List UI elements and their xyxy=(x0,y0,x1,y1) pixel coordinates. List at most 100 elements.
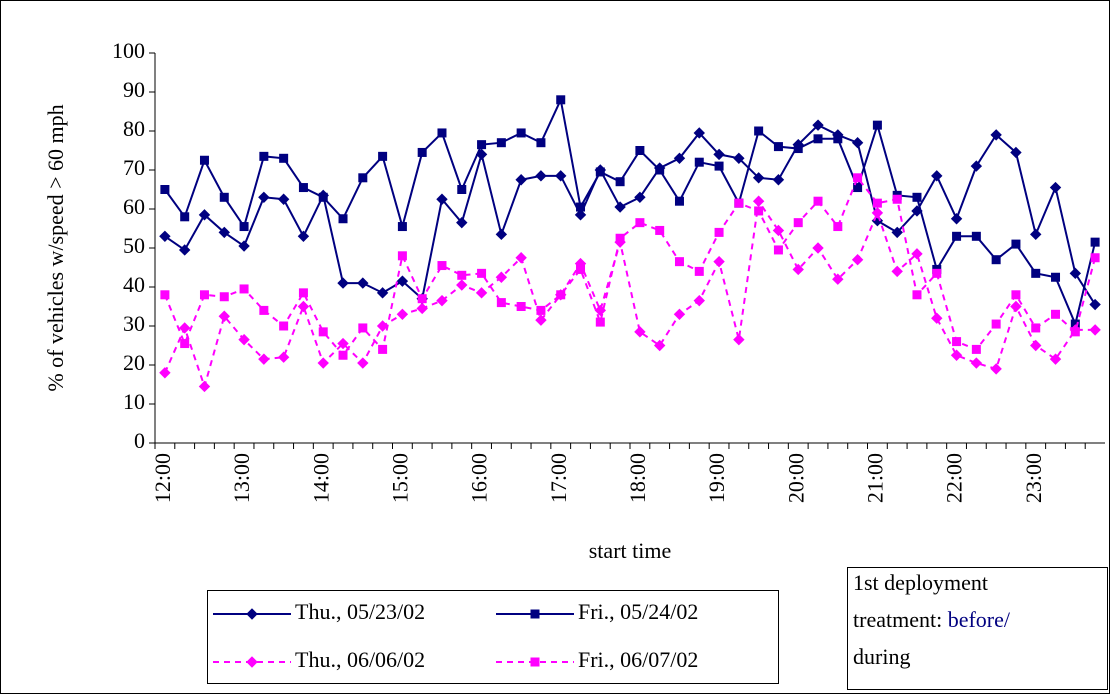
data-point xyxy=(437,128,447,138)
data-point xyxy=(456,279,468,291)
annotation: during xyxy=(853,644,910,669)
x-tick-label: 23:00 xyxy=(1021,453,1046,503)
data-point xyxy=(239,222,249,232)
data-point xyxy=(535,170,547,182)
data-point xyxy=(436,193,448,205)
data-point xyxy=(872,120,882,130)
data-point xyxy=(477,140,487,150)
data-point xyxy=(714,227,724,237)
data-point xyxy=(635,218,645,228)
x-tick-label: 20:00 xyxy=(783,453,808,503)
data-point xyxy=(891,265,903,278)
data-point xyxy=(635,146,645,155)
data-point xyxy=(218,226,230,239)
annotation: treatment: xyxy=(853,607,948,632)
data-point xyxy=(516,128,526,138)
legend-label: Fri., 06/07/02 xyxy=(578,647,698,672)
data-point xyxy=(279,321,289,331)
data-point xyxy=(555,170,567,182)
data-point xyxy=(515,174,527,186)
data-point xyxy=(437,261,447,271)
data-point xyxy=(990,363,1002,375)
data-point xyxy=(277,351,290,363)
data-point xyxy=(556,95,566,105)
data-point xyxy=(199,155,209,165)
data-point xyxy=(475,287,488,299)
data-point xyxy=(397,222,407,232)
legend-marker xyxy=(530,657,540,667)
data-point xyxy=(971,231,981,241)
data-point xyxy=(178,244,191,256)
data-point xyxy=(950,213,963,225)
data-point xyxy=(376,320,389,332)
data-point xyxy=(318,327,328,337)
series-line xyxy=(164,123,1096,306)
data-point xyxy=(793,218,803,228)
data-point xyxy=(851,136,864,149)
data-point xyxy=(277,193,290,205)
data-point xyxy=(279,153,289,163)
data-point xyxy=(853,173,863,183)
data-point xyxy=(991,319,1001,329)
data-point xyxy=(714,161,724,171)
data-point xyxy=(872,198,882,208)
data-point xyxy=(298,183,308,193)
x-tick-label: 14:00 xyxy=(308,453,333,503)
y-tick-label: 60 xyxy=(123,194,145,219)
data-point xyxy=(417,147,427,157)
data-point xyxy=(536,305,546,315)
data-point xyxy=(952,231,962,241)
data-point xyxy=(734,198,744,208)
data-point xyxy=(357,277,369,289)
y-tick-label: 50 xyxy=(123,233,145,258)
data-point xyxy=(772,174,785,186)
data-point xyxy=(970,357,983,369)
legend-label: Thu., 05/23/02 xyxy=(295,599,425,624)
data-point xyxy=(911,248,923,260)
x-tick-label: 22:00 xyxy=(942,453,967,503)
series-line xyxy=(163,175,1097,357)
data-point xyxy=(297,300,310,313)
data-point xyxy=(813,134,823,144)
data-point xyxy=(338,350,348,360)
data-point xyxy=(812,242,824,254)
data-point xyxy=(198,209,211,221)
data-point xyxy=(1030,339,1042,352)
x-tick-label: 19:00 xyxy=(704,453,729,503)
x-tick-label: 13:00 xyxy=(229,453,254,503)
data-point xyxy=(397,251,407,261)
data-point xyxy=(298,288,308,298)
data-point xyxy=(713,148,725,161)
data-point xyxy=(576,202,586,212)
y-tick-label: 80 xyxy=(123,116,145,141)
data-point xyxy=(773,245,783,255)
y-tick-label: 10 xyxy=(123,389,145,414)
data-point xyxy=(673,152,686,165)
data-point xyxy=(655,225,665,235)
data-point xyxy=(1069,267,1082,280)
x-tick-label: 15:00 xyxy=(387,453,412,503)
y-tick-label: 70 xyxy=(123,155,145,180)
data-point xyxy=(615,177,625,187)
data-point xyxy=(614,201,626,213)
data-point xyxy=(950,349,963,361)
data-point xyxy=(752,195,765,207)
data-point xyxy=(199,290,209,300)
data-point xyxy=(655,165,665,175)
data-point xyxy=(772,224,785,237)
series-line xyxy=(163,198,1096,390)
annotation: treatment: before/ xyxy=(853,607,1011,632)
legend-marker xyxy=(246,656,258,668)
data-point xyxy=(338,214,348,224)
legend-label: Thu., 06/06/02 xyxy=(295,647,425,672)
data-point xyxy=(1051,309,1061,319)
data-point xyxy=(673,308,686,321)
data-point xyxy=(693,127,705,139)
annotation: before/ xyxy=(948,607,1011,632)
data-point xyxy=(238,333,250,346)
data-point xyxy=(912,192,922,202)
data-point xyxy=(238,240,250,252)
data-point xyxy=(971,344,981,354)
data-point xyxy=(496,138,506,148)
data-point xyxy=(832,273,844,285)
